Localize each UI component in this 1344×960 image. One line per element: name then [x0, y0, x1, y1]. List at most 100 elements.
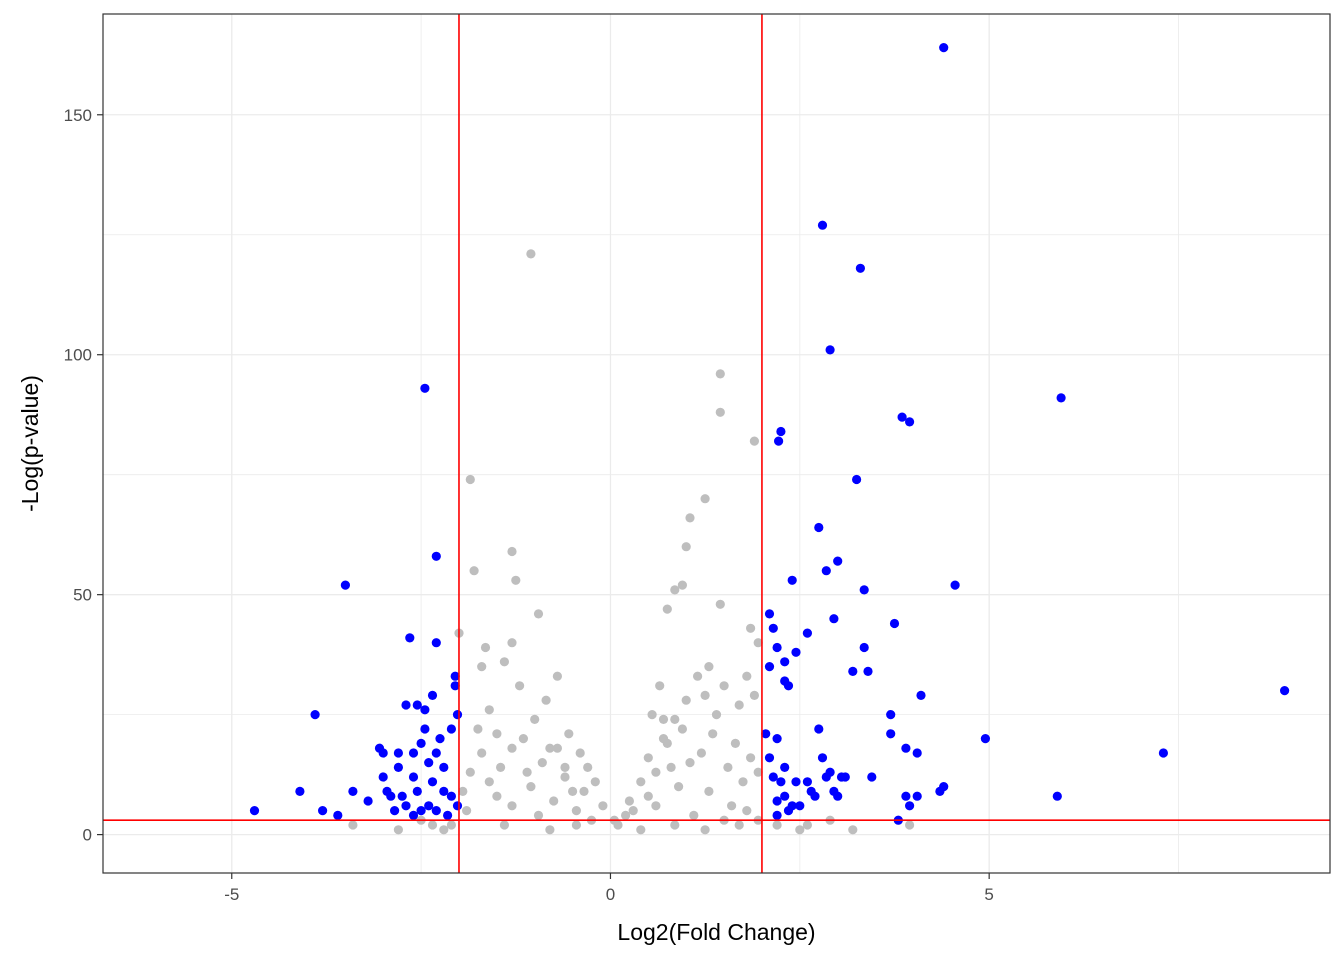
non-significant-point: [677, 580, 688, 590]
significant-point: [431, 638, 441, 648]
significant-point: [905, 801, 915, 811]
significant-point: [295, 786, 305, 797]
significant-point: [446, 791, 456, 801]
significant-point: [1280, 686, 1290, 696]
significant-point: [840, 772, 850, 782]
significant-point: [814, 522, 824, 533]
non-significant-point: [348, 820, 358, 830]
non-significant-point: [515, 681, 525, 691]
significant-point: [889, 618, 900, 629]
significant-point: [772, 642, 782, 653]
non-significant-point: [727, 801, 737, 811]
non-significant-point: [473, 724, 483, 734]
significant-point: [443, 810, 453, 821]
non-significant-point: [552, 743, 563, 753]
significant-point: [408, 748, 419, 758]
significant-point: [859, 585, 869, 595]
non-significant-point: [458, 786, 468, 797]
significant-point: [386, 791, 396, 801]
non-significant-point: [685, 758, 695, 768]
non-significant-point: [742, 671, 752, 681]
significant-point: [420, 724, 430, 734]
significant-point: [378, 748, 388, 758]
non-significant-point: [499, 657, 509, 667]
significant-point: [916, 690, 926, 701]
non-significant-point: [507, 801, 517, 811]
significant-point: [821, 566, 831, 576]
significant-point: [416, 806, 426, 816]
non-significant-point: [655, 681, 665, 691]
non-significant-point: [518, 734, 529, 744]
non-significant-point: [643, 753, 653, 763]
non-significant-point: [568, 786, 578, 797]
significant-point: [776, 777, 786, 787]
non-significant-point: [499, 820, 509, 830]
non-significant-point: [590, 777, 600, 787]
significant-point: [863, 666, 873, 677]
non-significant-point: [598, 801, 608, 811]
non-significant-point: [670, 820, 680, 830]
significant-point: [802, 628, 813, 638]
significant-point: [774, 436, 784, 446]
non-significant-point: [715, 407, 725, 417]
significant-point: [401, 801, 411, 811]
y-axis-title: -Log(p-value): [17, 375, 43, 512]
significant-point: [761, 729, 771, 739]
significant-point: [829, 614, 839, 624]
non-significant-point: [628, 806, 638, 816]
x-tick-label: 0: [606, 885, 615, 904]
minor-gridlines: [103, 14, 1330, 873]
non-significant-point: [700, 690, 710, 701]
significant-point: [772, 810, 782, 821]
non-significant-point: [462, 806, 472, 816]
non-significant-point: [685, 513, 695, 523]
significant-point: [412, 700, 422, 710]
non-significant-point: [492, 729, 502, 739]
non-significant-point: [427, 820, 438, 830]
significant-point: [817, 220, 828, 230]
non-significant-point: [711, 710, 722, 720]
non-significant-point: [465, 474, 475, 485]
significant-point: [859, 642, 869, 653]
non-significant-point: [636, 777, 646, 787]
panel-border: [102, 13, 1331, 874]
non-significant-point: [549, 796, 559, 806]
significant-point: [435, 734, 445, 744]
non-significant-point: [715, 369, 725, 379]
non-significant-point: [681, 542, 691, 552]
significant-point: [452, 801, 463, 811]
non-significant-point: [552, 671, 563, 681]
non-significant-point: [681, 695, 691, 705]
significant-point: [416, 738, 426, 749]
significant-point: [768, 623, 778, 633]
non-significant-point: [670, 714, 680, 725]
non-significant-point: [753, 638, 763, 648]
non-significant-point: [802, 820, 813, 830]
x-tick-label: -5: [224, 885, 239, 904]
significant-point: [772, 796, 782, 806]
non-significant-point: [526, 249, 536, 259]
non-significant-point: [393, 825, 403, 835]
significant-point: [901, 791, 911, 801]
non-significant-point: [575, 748, 585, 758]
y-tick-label: 50: [73, 586, 92, 605]
significant-point: [802, 777, 813, 787]
significant-point: [901, 743, 911, 753]
non-significant-point: [446, 820, 456, 830]
significant-point: [783, 681, 794, 691]
non-significant-point: [677, 724, 688, 734]
significant-point: [405, 633, 415, 643]
y-tick-label: 150: [64, 106, 92, 125]
x-axis-title: Log2(Fold Change): [617, 919, 815, 945]
significant-point: [848, 666, 858, 677]
non-significant-point: [715, 599, 725, 609]
significant-point: [420, 705, 430, 715]
significant-point: [397, 791, 407, 801]
non-significant-point: [484, 777, 494, 787]
y-axis: 0 50 100 150: [64, 106, 103, 845]
non-significant-point: [746, 623, 756, 633]
non-significant-point: [795, 825, 805, 835]
non-significant-point: [545, 743, 555, 753]
